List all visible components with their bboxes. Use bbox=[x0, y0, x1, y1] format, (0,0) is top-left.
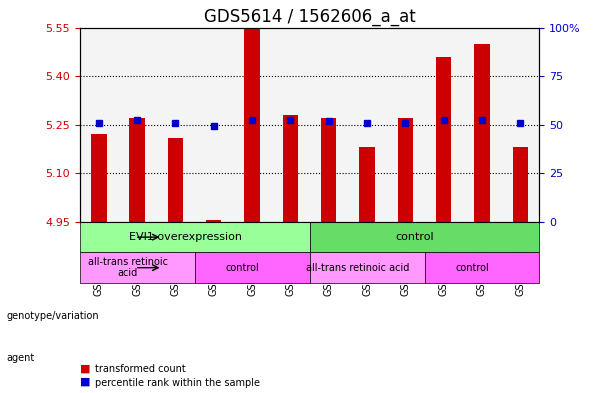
Bar bbox=[348, 28, 386, 222]
Bar bbox=[512, 147, 528, 222]
Bar bbox=[206, 220, 221, 222]
Bar bbox=[424, 28, 463, 222]
FancyBboxPatch shape bbox=[310, 222, 539, 252]
FancyBboxPatch shape bbox=[310, 252, 424, 283]
Bar bbox=[80, 28, 118, 222]
Bar bbox=[168, 138, 183, 222]
Bar bbox=[463, 28, 501, 222]
Bar bbox=[321, 118, 337, 222]
Text: control: control bbox=[226, 263, 259, 273]
Bar bbox=[310, 28, 348, 222]
Text: control: control bbox=[455, 263, 489, 273]
Bar bbox=[245, 28, 260, 222]
Bar bbox=[386, 28, 424, 222]
FancyBboxPatch shape bbox=[195, 252, 310, 283]
Text: agent: agent bbox=[6, 353, 34, 363]
Bar bbox=[271, 28, 310, 222]
Bar bbox=[398, 118, 413, 222]
Bar bbox=[195, 28, 233, 222]
Text: control: control bbox=[395, 232, 434, 242]
Bar bbox=[118, 28, 156, 222]
FancyBboxPatch shape bbox=[80, 252, 195, 283]
Text: transformed count: transformed count bbox=[95, 364, 186, 374]
Bar bbox=[501, 28, 539, 222]
Text: percentile rank within the sample: percentile rank within the sample bbox=[95, 378, 260, 388]
Text: all-trans retinoic acid: all-trans retinoic acid bbox=[306, 263, 409, 273]
Text: ■: ■ bbox=[80, 364, 90, 373]
Bar bbox=[436, 57, 451, 222]
FancyBboxPatch shape bbox=[424, 252, 539, 283]
Bar bbox=[474, 44, 490, 222]
FancyBboxPatch shape bbox=[80, 222, 310, 252]
Text: EVI1 overexpression: EVI1 overexpression bbox=[129, 232, 242, 242]
Bar bbox=[283, 115, 298, 222]
Text: ■: ■ bbox=[80, 377, 90, 387]
Text: genotype/variation: genotype/variation bbox=[6, 311, 99, 321]
Bar bbox=[91, 134, 107, 222]
Text: all-trans retinoic
acid: all-trans retinoic acid bbox=[88, 257, 167, 279]
Bar bbox=[156, 28, 195, 222]
Title: GDS5614 / 1562606_a_at: GDS5614 / 1562606_a_at bbox=[204, 8, 416, 26]
Bar bbox=[129, 118, 145, 222]
Bar bbox=[359, 147, 375, 222]
Bar bbox=[233, 28, 271, 222]
